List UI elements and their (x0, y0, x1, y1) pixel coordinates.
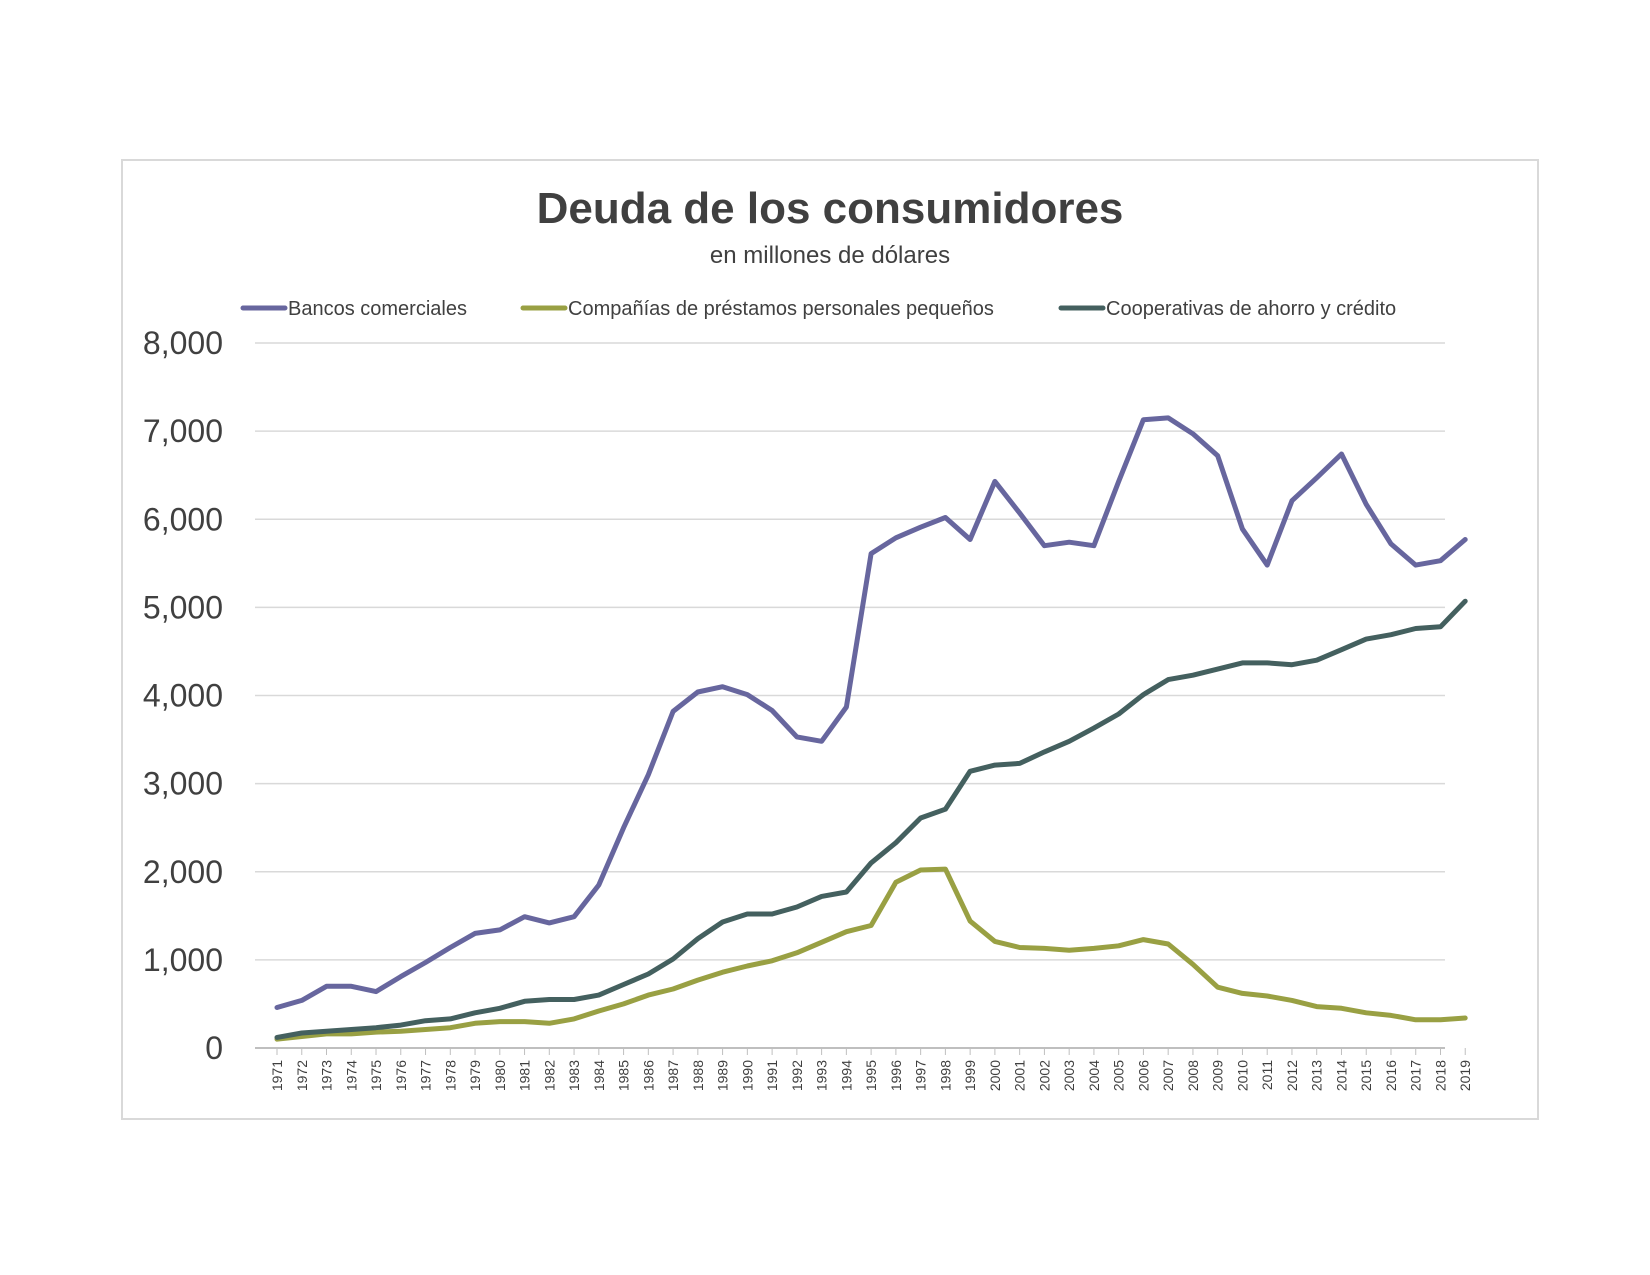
x-tick-label: 1982 (541, 1060, 557, 1091)
x-tick-label: 1981 (517, 1060, 533, 1091)
x-tick-label: 1991 (764, 1060, 780, 1091)
y-tick-label: 1,000 (143, 942, 223, 978)
x-tick-label: 1990 (739, 1060, 755, 1091)
x-tick-label: 1988 (690, 1060, 706, 1091)
x-tick-label: 1995 (863, 1060, 879, 1091)
y-tick-label: 7,000 (143, 413, 223, 449)
x-tick-label: 2012 (1284, 1060, 1300, 1091)
chart-svg: Deuda de los consumidores en millones de… (143, 184, 1473, 1091)
gridlines (255, 342, 1445, 1049)
chart-subtitle: en millones de dólares (710, 242, 950, 269)
x-tick-label: 2007 (1160, 1060, 1176, 1091)
x-tick-label: 2006 (1135, 1060, 1151, 1091)
x-tick-label: 1978 (442, 1060, 458, 1091)
x-tick-label: 2008 (1185, 1060, 1201, 1091)
y-tick-label: 4,000 (143, 678, 223, 714)
x-tick-label: 2019 (1457, 1060, 1473, 1091)
y-tick-label: 0 (205, 1030, 223, 1066)
x-tick-label: 1983 (566, 1060, 582, 1091)
x-tick-label: 2016 (1383, 1060, 1399, 1091)
y-axis-ticks: 0 1,000 2,000 3,000 4,000 5,000 6,000 7,000 8,00… (143, 325, 223, 1066)
x-tick-label: 1989 (715, 1060, 731, 1091)
x-axis-ticks: 1971 1972 1973 1974 1975 1976 1977 1978 1979 1980… (269, 1048, 1473, 1091)
chart-title: Deuda de los consumidores (537, 184, 1124, 233)
x-tick-label: 1972 (294, 1060, 310, 1091)
x-tick-label: 1996 (888, 1060, 904, 1091)
x-tick-label: 2009 (1210, 1060, 1226, 1091)
y-tick-label: 5,000 (143, 589, 223, 625)
series-line-2 (274, 866, 1468, 1042)
x-tick-label: 2002 (1036, 1060, 1052, 1091)
legend-label-2: Compañías de préstamos personales pequeñ… (568, 298, 994, 320)
x-tick-label: 1997 (913, 1060, 929, 1091)
x-tick-label: 1984 (591, 1060, 607, 1091)
x-tick-label: 2014 (1333, 1060, 1349, 1091)
x-tick-label: 2011 (1259, 1060, 1275, 1090)
x-tick-label: 2017 (1408, 1060, 1424, 1091)
chart-frame: Deuda de los consumidores en millones de… (121, 159, 1539, 1120)
series-line-3 (274, 598, 1468, 1040)
x-tick-label: 1987 (665, 1060, 681, 1091)
x-tick-label: 1977 (418, 1060, 434, 1091)
y-tick-label: 8,000 (143, 325, 223, 361)
x-tick-label: 1975 (368, 1060, 384, 1091)
x-tick-label: 1992 (789, 1060, 805, 1091)
x-tick-label: 2005 (1111, 1060, 1127, 1091)
legend: Bancos comerciales Compañías de préstamos… (240, 298, 1396, 320)
x-tick-label: 1976 (393, 1060, 409, 1091)
x-tick-label: 1985 (616, 1060, 632, 1091)
x-tick-label: 1973 (319, 1060, 335, 1091)
x-tick-label: 1986 (640, 1060, 656, 1091)
x-tick-label: 2000 (987, 1060, 1003, 1091)
x-tick-label: 1971 (269, 1060, 285, 1091)
x-tick-label: 1993 (814, 1060, 830, 1091)
y-tick-label: 3,000 (143, 766, 223, 802)
x-tick-label: 1994 (838, 1060, 854, 1091)
series-lines (274, 415, 1468, 1042)
x-tick-label: 1979 (467, 1060, 483, 1091)
y-tick-label: 2,000 (143, 854, 223, 890)
x-tick-label: 2018 (1432, 1060, 1448, 1091)
y-tick-label: 6,000 (143, 501, 223, 537)
x-tick-label: 2015 (1358, 1060, 1374, 1091)
x-tick-label: 2003 (1061, 1060, 1077, 1091)
x-tick-label: 2010 (1234, 1060, 1250, 1091)
x-tick-label: 2004 (1086, 1060, 1102, 1091)
x-tick-label: 2013 (1309, 1060, 1325, 1091)
x-tick-label: 1974 (343, 1060, 359, 1091)
x-tick-label: 2001 (1012, 1060, 1028, 1091)
x-tick-label: 1980 (492, 1060, 508, 1091)
series-line-1 (274, 415, 1468, 1010)
legend-label-1: Bancos comerciales (288, 298, 467, 320)
x-tick-label: 1998 (937, 1060, 953, 1091)
legend-label-3: Cooperativas de ahorro y crédito (1106, 298, 1396, 320)
x-tick-label: 1999 (962, 1060, 978, 1091)
